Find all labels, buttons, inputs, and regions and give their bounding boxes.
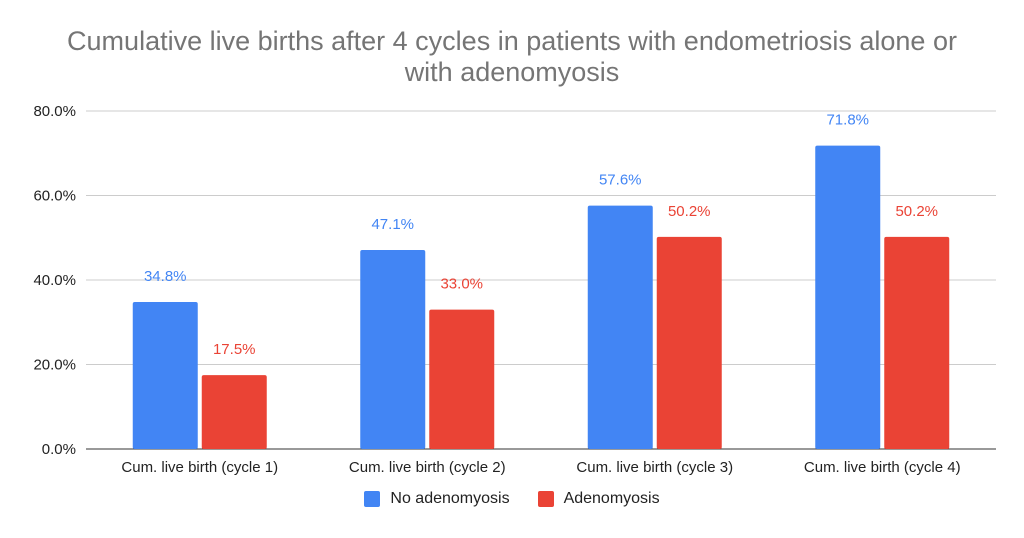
legend: No adenomyosis Adenomyosis bbox=[0, 490, 1024, 508]
data-label: 50.2% bbox=[895, 203, 938, 220]
bar bbox=[132, 301, 198, 449]
data-label: 47.1% bbox=[371, 216, 414, 233]
y-tick-label: 80.0% bbox=[33, 103, 76, 120]
bar bbox=[884, 236, 950, 449]
y-tick-label: 20.0% bbox=[33, 357, 76, 374]
bar bbox=[429, 309, 495, 449]
data-label: 57.6% bbox=[599, 172, 642, 189]
legend-swatch-no-adenomyosis bbox=[364, 491, 381, 507]
data-label: 34.8% bbox=[144, 268, 187, 285]
x-tick-label: Cum. live birth (cycle 2) bbox=[349, 459, 506, 476]
bar bbox=[656, 236, 722, 449]
bar bbox=[587, 205, 653, 449]
bar bbox=[360, 250, 426, 449]
legend-item-adenomyosis[interactable]: Adenomyosis bbox=[537, 490, 660, 508]
y-tick-label: 60.0% bbox=[33, 188, 76, 205]
legend-item-no-adenomyosis[interactable]: No adenomyosis bbox=[364, 490, 510, 508]
data-label: 50.2% bbox=[668, 203, 711, 220]
x-tick-label: Cum. live birth (cycle 1) bbox=[121, 459, 278, 476]
legend-swatch-adenomyosis bbox=[537, 491, 554, 507]
chart-title: Cumulative live births after 4 cycles in… bbox=[0, 26, 1024, 88]
legend-label-adenomyosis: Adenomyosis bbox=[563, 490, 660, 507]
data-label: 71.8% bbox=[826, 112, 869, 129]
data-label: 17.5% bbox=[213, 341, 256, 358]
chart-title-line-1: Cumulative live births after 4 cycles in… bbox=[67, 26, 957, 56]
x-tick-label: Cum. live birth (cycle 3) bbox=[576, 459, 733, 476]
x-tick-label: Cum. live birth (cycle 4) bbox=[804, 459, 961, 476]
y-tick-label: 0.0% bbox=[42, 441, 76, 458]
legend-label-no-adenomyosis: No adenomyosis bbox=[390, 490, 510, 507]
chart-title-line-2: with adenomyosis bbox=[404, 57, 620, 87]
bar bbox=[815, 145, 881, 449]
data-label: 33.0% bbox=[440, 276, 483, 293]
y-tick-label: 40.0% bbox=[33, 272, 76, 289]
bar bbox=[201, 375, 267, 449]
